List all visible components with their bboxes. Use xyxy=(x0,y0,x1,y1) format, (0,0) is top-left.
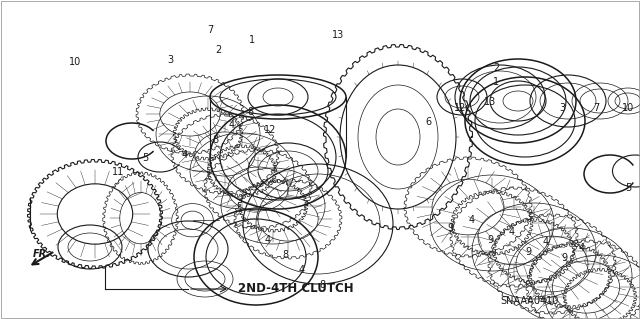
Text: 13: 13 xyxy=(484,97,496,107)
Text: 4: 4 xyxy=(543,237,549,247)
Text: 8: 8 xyxy=(212,135,218,145)
Text: 5: 5 xyxy=(625,183,631,193)
Text: 9: 9 xyxy=(487,235,493,245)
Text: FR.: FR. xyxy=(33,249,51,259)
Text: 6: 6 xyxy=(425,117,431,127)
Text: 4: 4 xyxy=(509,227,515,237)
Text: 4: 4 xyxy=(469,215,475,225)
Text: 4: 4 xyxy=(229,120,235,130)
Text: 8: 8 xyxy=(282,250,288,260)
Text: 4: 4 xyxy=(265,235,271,245)
Text: 8: 8 xyxy=(247,107,253,117)
Text: 10: 10 xyxy=(622,103,634,113)
Text: 11: 11 xyxy=(112,167,124,177)
Text: SNAAA0410: SNAAA0410 xyxy=(501,296,559,306)
Text: 4: 4 xyxy=(579,243,585,253)
Text: 7: 7 xyxy=(207,25,213,35)
Text: 1: 1 xyxy=(493,77,499,87)
Text: 3: 3 xyxy=(167,55,173,65)
Text: 2ND-4TH CLUTCH: 2ND-4TH CLUTCH xyxy=(238,283,354,295)
Text: 13: 13 xyxy=(332,30,344,40)
Text: 4: 4 xyxy=(182,150,188,160)
Text: 8: 8 xyxy=(319,280,325,290)
Text: 10: 10 xyxy=(69,57,81,67)
Text: 5: 5 xyxy=(142,153,148,163)
Text: 9: 9 xyxy=(447,223,453,233)
Text: 9: 9 xyxy=(561,253,567,263)
Text: 2: 2 xyxy=(215,45,221,55)
Text: 9: 9 xyxy=(525,247,531,257)
Text: 12: 12 xyxy=(454,103,466,113)
Text: 7: 7 xyxy=(593,103,599,113)
Text: 4: 4 xyxy=(299,265,305,275)
Text: 1: 1 xyxy=(249,35,255,45)
Text: 3: 3 xyxy=(559,103,565,113)
Text: 2: 2 xyxy=(493,63,499,73)
Text: 12: 12 xyxy=(264,125,276,135)
